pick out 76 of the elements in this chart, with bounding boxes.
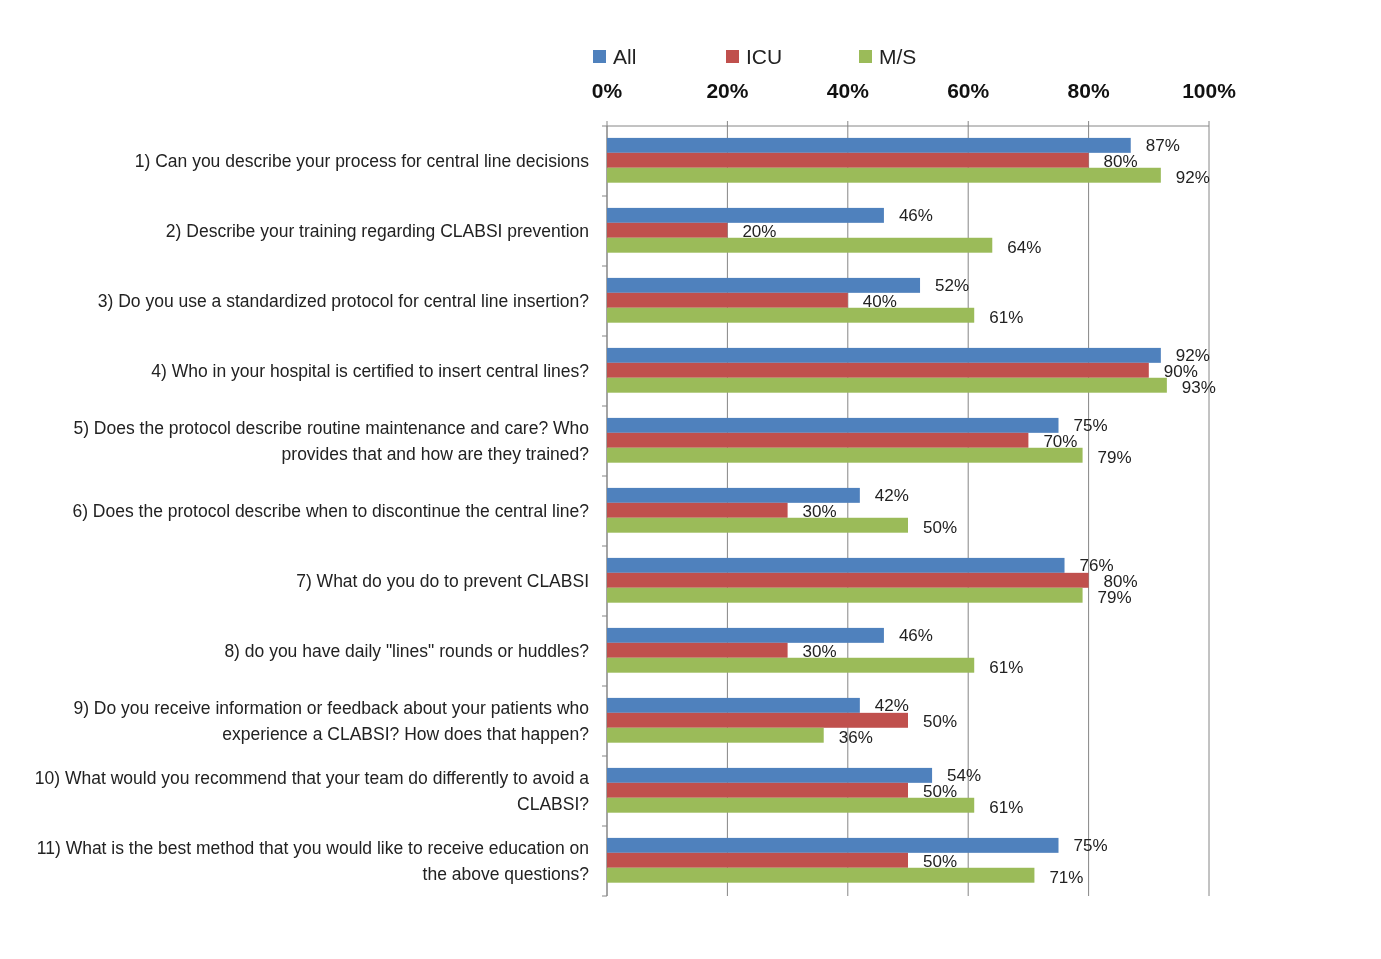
x-tick-label: 100% [1182, 79, 1237, 102]
bar [607, 767, 933, 783]
data-label: 36% [838, 728, 873, 748]
bar [607, 292, 848, 308]
x-tick-label: 80% [1067, 79, 1110, 102]
bar [607, 627, 884, 643]
bar [607, 137, 1131, 153]
bar [607, 587, 1083, 603]
y-tick-label: 3) Do you use a standardized protocol for central line insertion? [97, 291, 590, 311]
bar [607, 797, 975, 813]
y-tick-label: 10) What would you recommend that your team do differently to avoid a CLABSI? [34, 768, 590, 814]
bar [607, 852, 908, 868]
data-label: 79% [1097, 448, 1132, 468]
bar [607, 447, 1083, 463]
data-label: 80% [1103, 152, 1138, 172]
y-tick-label: 1) Can you describe your process for central line decisions [134, 151, 590, 171]
data-label: 40% [862, 292, 897, 312]
bar [607, 502, 788, 518]
bar [607, 362, 1149, 378]
y-tick-label: 4) Who in your hospital is certified to insert central lines? [151, 361, 590, 381]
data-label: 30% [802, 642, 837, 662]
data-label: 75% [1073, 836, 1108, 856]
data-label: 87% [1145, 136, 1180, 156]
data-label: 61% [989, 658, 1024, 678]
bar [607, 347, 1161, 363]
x-tick-label: 60% [947, 79, 990, 102]
bar [607, 572, 1089, 588]
bar [607, 517, 908, 533]
bar [607, 782, 908, 798]
bar [607, 867, 1035, 883]
bar [607, 377, 1167, 393]
bar [607, 167, 1161, 183]
data-label: 52% [935, 276, 970, 296]
bar [607, 727, 824, 743]
bar [607, 307, 975, 323]
data-label: 71% [1049, 868, 1084, 888]
data-label: 42% [874, 486, 909, 506]
y-tick-label: 7) What do you do to prevent CLABSI [296, 571, 589, 591]
data-label: 64% [1007, 238, 1042, 258]
bar [607, 432, 1029, 448]
data-label: 61% [989, 308, 1024, 328]
x-tick-label: 0% [591, 79, 623, 102]
y-tick-label: 5) Does the protocol describe routine maintenance and care? Who provides that and how are they trained? [73, 418, 590, 464]
bar [607, 417, 1059, 433]
y-tick-label: 6) Does the protocol describe when to discontinue the central line? [72, 501, 590, 521]
data-label: 50% [923, 712, 958, 732]
x-tick-label: 40% [826, 79, 870, 102]
data-label: 50% [923, 852, 958, 872]
bar [607, 222, 728, 238]
bar [607, 642, 788, 658]
bar [607, 152, 1089, 168]
legend-label: All [613, 45, 637, 68]
bar [607, 697, 860, 713]
data-label: 92% [1175, 168, 1210, 188]
bar [607, 487, 860, 503]
bar [607, 557, 1065, 573]
y-tick-label: 2) Describe your training regarding CLABSI prevention [165, 221, 589, 241]
data-label: 50% [923, 518, 958, 538]
data-label: 20% [742, 222, 777, 242]
y-tick-label: 9) Do you receive information or feedback about your patients who experience a CLABSI? How does that happen? [73, 698, 590, 744]
bar [607, 712, 908, 728]
x-tick-label: 20% [706, 79, 749, 102]
data-label: 30% [802, 502, 837, 522]
data-label: 61% [989, 798, 1024, 818]
bar [607, 237, 993, 253]
legend-label: ICU [746, 45, 783, 68]
legend-label: M/S [879, 45, 917, 68]
bar [607, 657, 975, 673]
bar [607, 837, 1059, 853]
y-tick-label: 11) What is the best method that you would like to receive education on the above questions? [36, 838, 590, 884]
data-label: 42% [874, 696, 909, 716]
bar [607, 207, 884, 223]
data-label: 46% [898, 206, 933, 226]
y-tick-label: 8) do you have daily "lines" rounds or huddles? [224, 641, 590, 661]
bar [607, 277, 921, 293]
data-label: 46% [898, 626, 933, 646]
